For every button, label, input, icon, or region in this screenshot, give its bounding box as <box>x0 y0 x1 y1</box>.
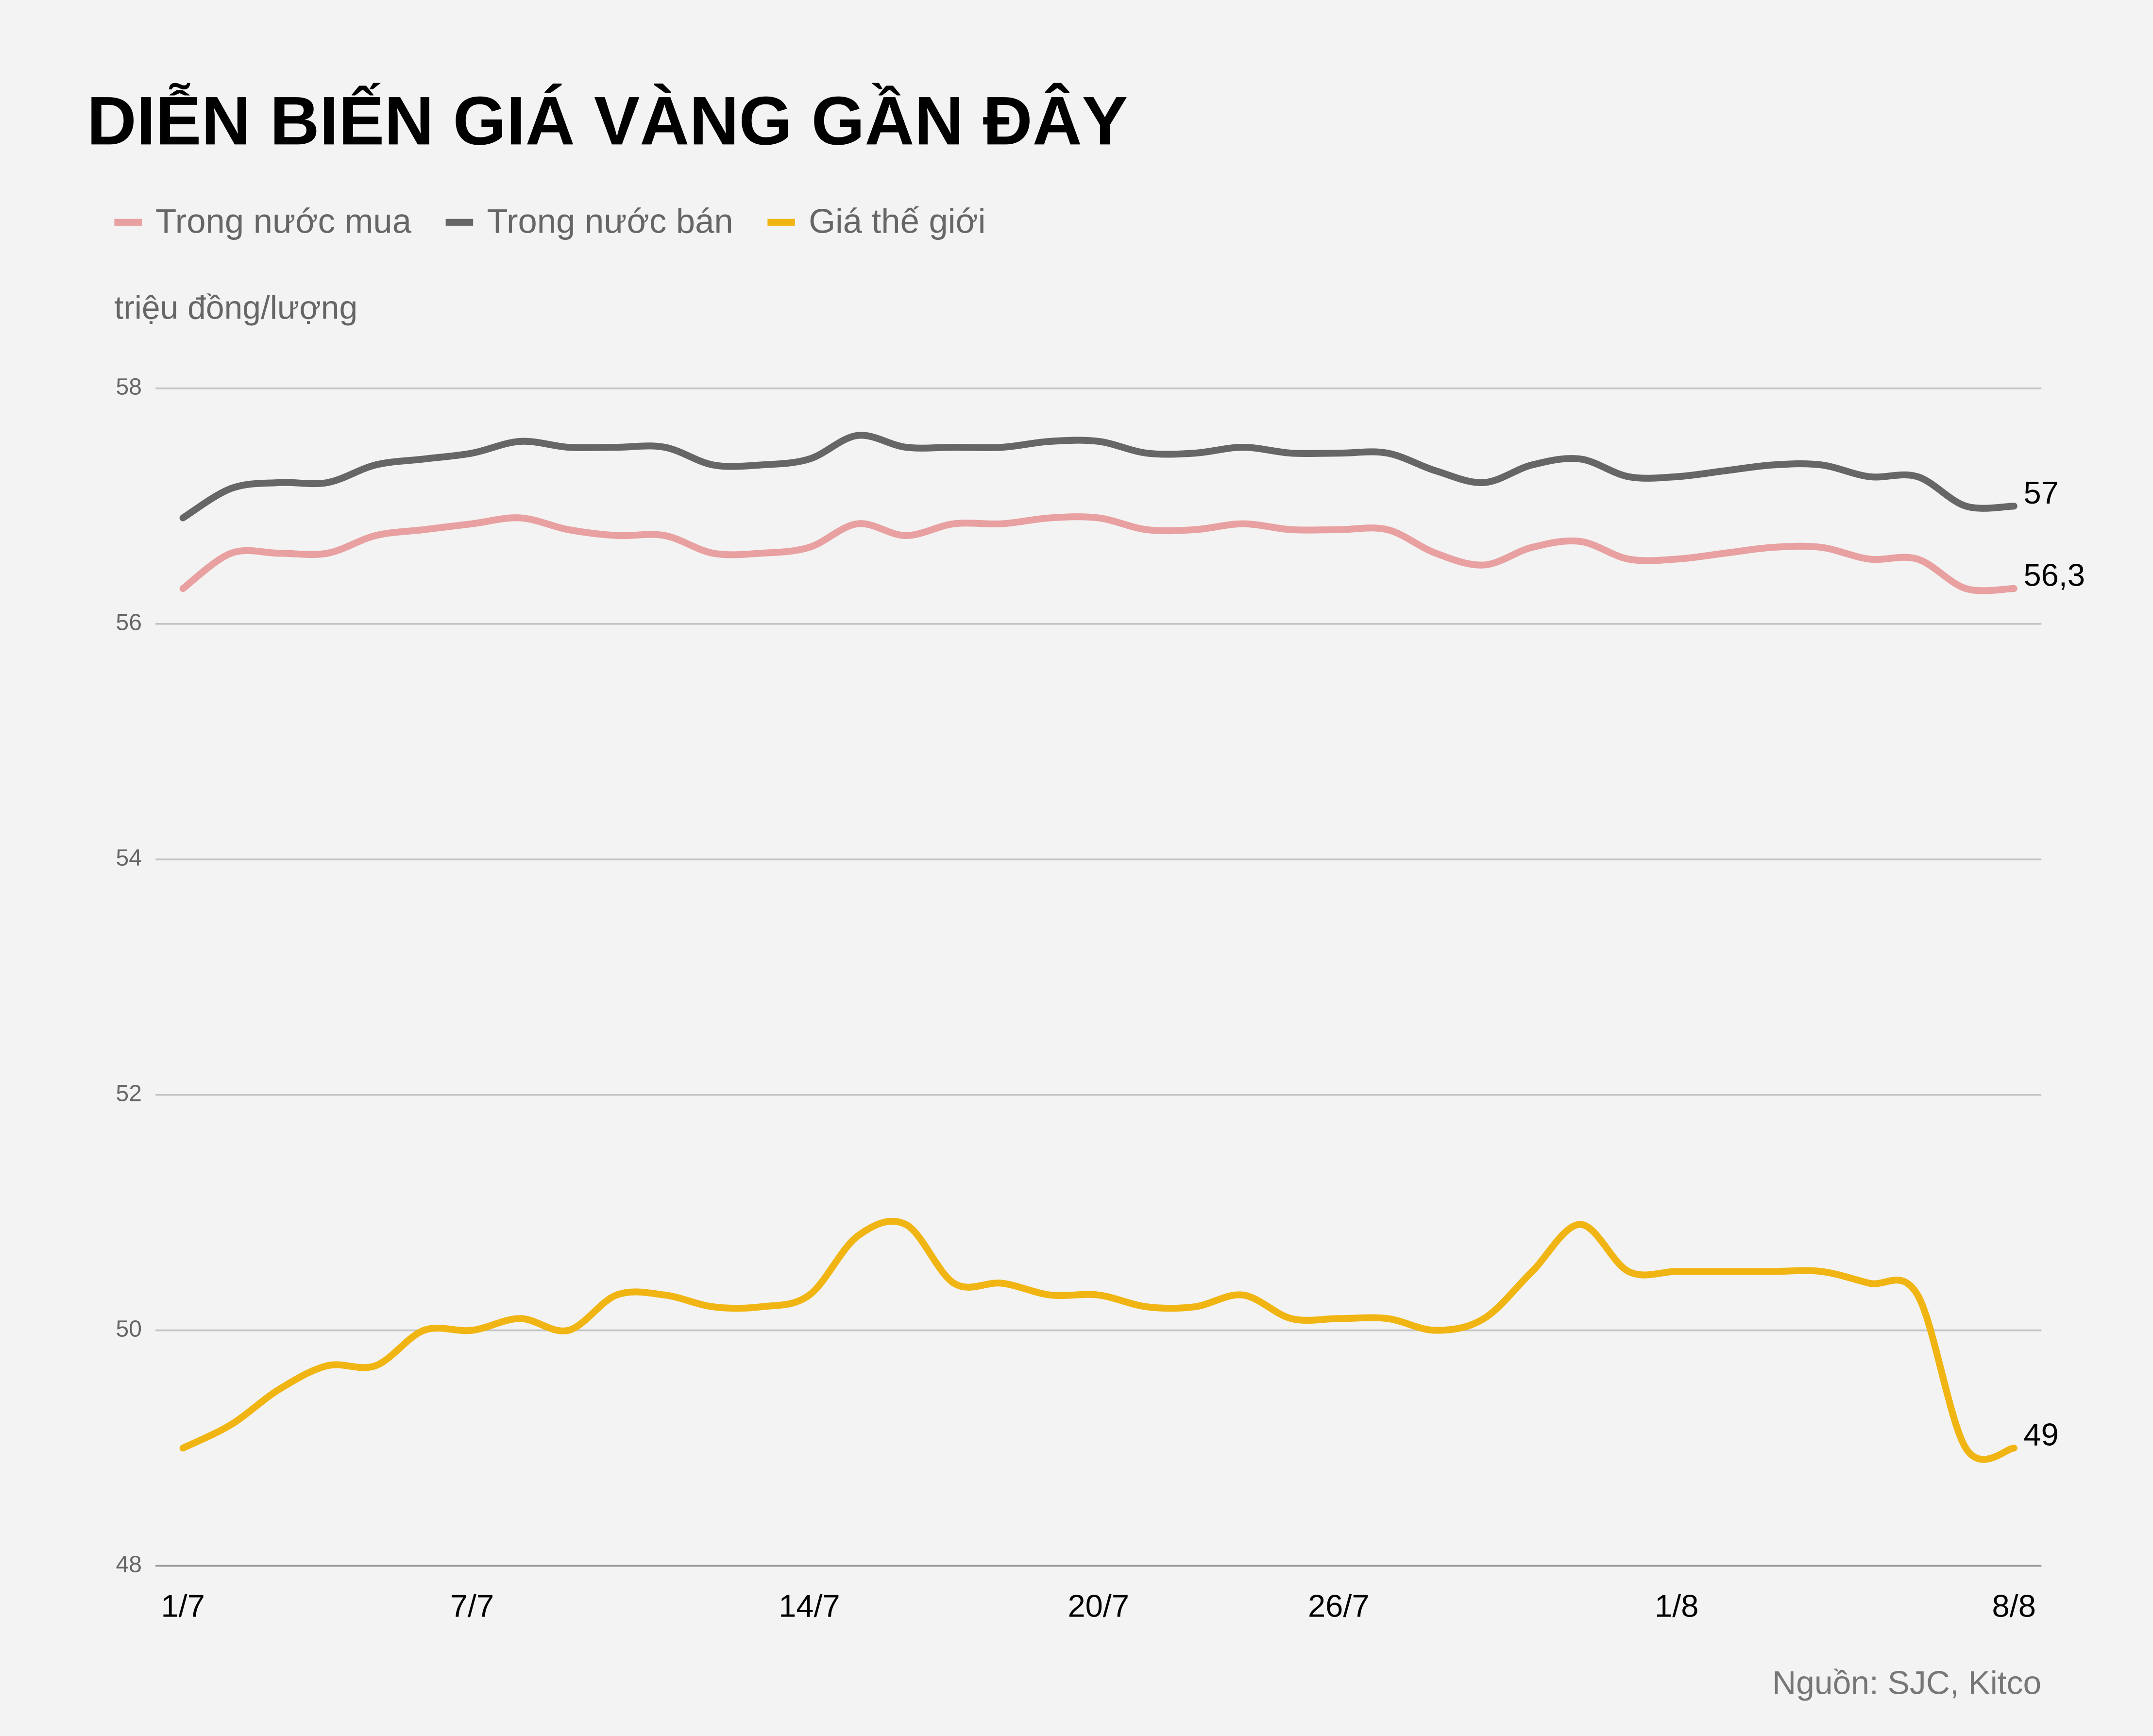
value-label: 57 <box>2024 475 2059 510</box>
legend-label: Trong nước mua <box>155 202 412 240</box>
y-tick-label: 50 <box>116 1316 141 1342</box>
source: Nguồn: SJC, Kitco <box>1772 1665 2041 1701</box>
value-label: 56,3 <box>2024 557 2085 593</box>
value-label: 49 <box>2024 1417 2059 1452</box>
series-line <box>179 513 2017 594</box>
x-tick-label: 1/8 <box>1655 1588 1698 1623</box>
x-tick-label: 1/7 <box>161 1588 205 1623</box>
x-tick-label: 7/7 <box>450 1588 494 1623</box>
legend-label: Trong nước bán <box>487 202 733 240</box>
y-tick-label: 56 <box>116 609 141 635</box>
x-tick-label: 14/7 <box>779 1588 840 1623</box>
y-tick-label: 52 <box>116 1080 141 1106</box>
chart-title: DIỄN BIẾN GIÁ VÀNG GẦN ĐÂY <box>87 82 1128 159</box>
series-line <box>179 432 2017 522</box>
x-tick-label: 8/8 <box>1992 1588 2036 1623</box>
legend-label: Giá thế giới <box>809 202 985 240</box>
x-tick-label: 20/7 <box>1068 1588 1129 1623</box>
series-line <box>179 1217 2017 1463</box>
y-tick-label: 54 <box>116 845 141 871</box>
x-tick-label: 26/7 <box>1308 1588 1370 1623</box>
y-tick-label: 58 <box>116 374 141 400</box>
y-axis-label: triệu đồng/lượng <box>114 290 357 326</box>
y-tick-label: 48 <box>116 1551 141 1577</box>
